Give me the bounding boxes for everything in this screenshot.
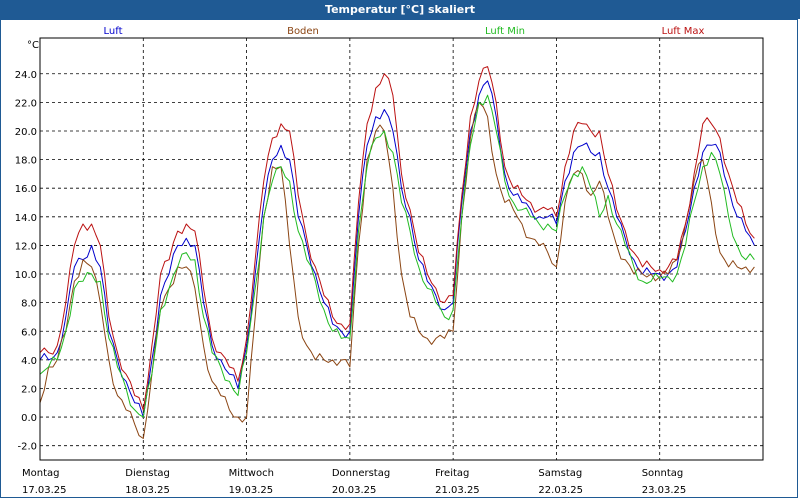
y-tick-label: 0.0 [21, 413, 37, 424]
x-tick-date: 18.03.25 [125, 485, 170, 496]
series-line [39, 66, 755, 411]
y-tick-label: 10.0 [15, 270, 37, 281]
y-tick-label: -2.0 [17, 442, 37, 453]
x-tick-date: 19.03.25 [229, 485, 274, 496]
x-tick-day: Dienstag [125, 468, 170, 479]
y-axis-unit-label: °C [27, 40, 39, 51]
chart-frame [0, 19, 798, 498]
y-tick-label: 18.0 [15, 156, 37, 167]
y-tick-label: 2.0 [21, 384, 37, 395]
y-tick-label: 4.0 [21, 356, 37, 367]
grid [40, 38, 763, 460]
plot-area-border [39, 37, 764, 461]
x-tick-day: Freitag [435, 468, 469, 479]
legend-entry: Luft Min [485, 26, 525, 37]
legend-entry: Luft Max [662, 26, 705, 37]
y-tick-labels: 24.0 22.0 20.0 18.0 16.0 14.0 12.0 10.0 8.0 6.0 4.… [15, 70, 37, 453]
x-tick-day: Samstag [538, 468, 582, 479]
series-line [39, 94, 755, 418]
x-tick-labels: Montag 17.03.25 Dienstag 18.03.25 Mittwoch 19… [22, 468, 686, 496]
x-tick-day: Sonntag [642, 468, 684, 479]
chart-title: Temperatur [°C] skaliert [0, 0, 800, 19]
x-tick-date: 20.03.25 [332, 485, 377, 496]
series-line [39, 80, 755, 418]
y-tick-label: 16.0 [15, 184, 37, 195]
x-tick-day: Mittwoch [229, 468, 274, 479]
legend: Luft Boden Luft Min Luft Max [104, 26, 705, 37]
series-lines [39, 66, 755, 439]
x-tick-day: Donnerstag [332, 468, 390, 479]
x-tick-date: 23.03.25 [642, 485, 687, 496]
x-tick-date: 22.03.25 [538, 485, 583, 496]
y-tick-label: 6.0 [21, 327, 37, 338]
y-tick-label: 24.0 [15, 70, 37, 81]
x-tick-day: Montag [22, 468, 59, 479]
x-tick-date: 21.03.25 [435, 485, 480, 496]
y-tick-label: 20.0 [15, 127, 37, 138]
y-tick-label: 22.0 [15, 98, 37, 109]
y-tick-label: 12.0 [15, 241, 37, 252]
x-tick-date: 17.03.25 [22, 485, 67, 496]
y-tick-label: 14.0 [15, 213, 37, 224]
legend-entry: Boden [287, 26, 319, 37]
legend-entry: Luft [104, 26, 123, 37]
y-tick-label: 8.0 [21, 299, 37, 310]
